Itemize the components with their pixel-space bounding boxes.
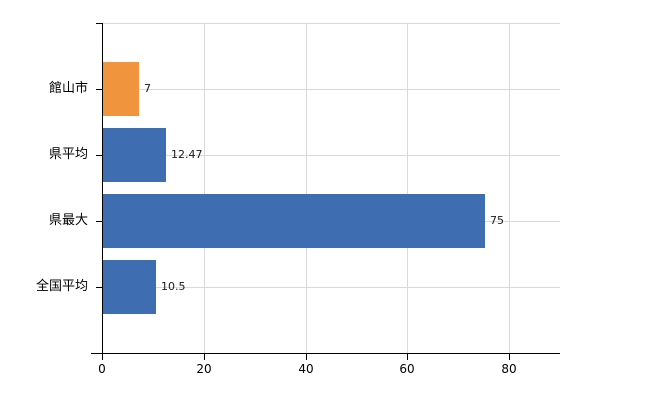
y-gridline [102,89,560,90]
x-gridline [407,23,408,353]
y-tick [96,23,102,24]
x-tick-label: 20 [196,362,212,376]
y-gridline [102,287,560,288]
category-label: 全国平均 [35,279,88,294]
x-gridline [509,23,510,353]
x-tick [102,354,103,360]
bar [103,260,156,314]
plot-top-border [102,23,560,24]
x-tick-label: 0 [98,362,106,376]
x-tick [204,354,205,360]
bar-value-label: 12.47 [171,148,203,161]
category-label: 県平均 [48,147,88,162]
x-gridline [204,23,205,353]
y-tick [96,155,102,156]
x-tick-label: 60 [399,362,415,376]
x-axis [91,353,560,354]
x-tick [306,354,307,360]
bar-value-label: 10.5 [161,280,186,293]
bar-value-label: 7 [144,82,151,95]
category-label: 館山市 [48,81,88,96]
x-gridline [306,23,307,353]
y-tick [96,89,102,90]
bar [103,194,485,248]
y-axis [102,23,103,354]
x-tick [407,354,408,360]
category-label: 県最大 [48,213,88,228]
y-tick [96,287,102,288]
y-tick [96,221,102,222]
x-tick [509,354,510,360]
x-tick-label: 80 [501,362,517,376]
y-gridline [102,155,560,156]
bar [103,128,166,182]
bar [103,62,139,116]
x-tick-label: 40 [298,362,314,376]
bar-value-label: 75 [490,214,504,227]
